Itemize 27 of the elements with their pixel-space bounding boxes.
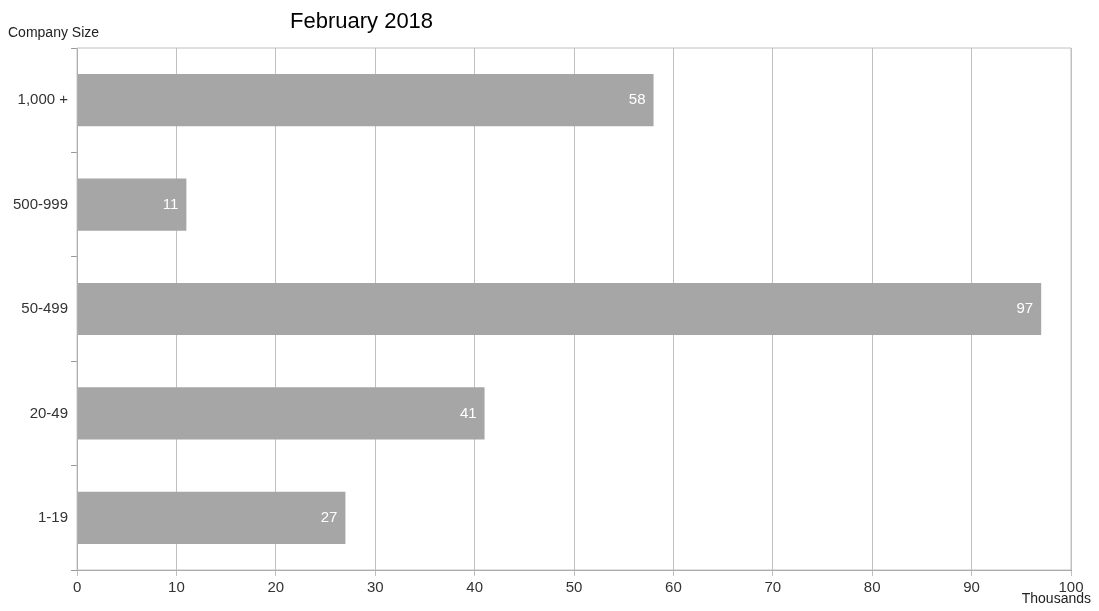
y-tick-label: 1-19 — [38, 507, 69, 525]
x-tick-label: 10 — [168, 578, 185, 596]
x-tick-label: 60 — [665, 578, 682, 596]
bar — [77, 387, 485, 440]
x-tick-label: 80 — [863, 578, 881, 596]
data-label: 41 — [459, 403, 477, 421]
x-tick-label: 40 — [466, 578, 483, 596]
bar — [77, 282, 1042, 336]
x-tick-label: 90 — [963, 578, 980, 596]
x-tick-label: 20 — [267, 578, 285, 596]
bar — [77, 491, 346, 544]
bar — [77, 178, 187, 231]
x-tick-label: 30 — [366, 578, 384, 596]
y-tick-label: 50-499 — [21, 299, 69, 317]
bar — [77, 74, 654, 127]
chart-title: February 2018 — [290, 8, 434, 34]
y-tick-label: 20-49 — [29, 403, 69, 421]
y-axis-title: Company Size — [8, 24, 100, 40]
data-label: 11 — [162, 194, 179, 212]
data-label: 58 — [628, 90, 646, 108]
x-tick-label: 70 — [764, 578, 782, 596]
y-tick-label: 1,000 + — [17, 90, 69, 108]
data-label: 27 — [320, 507, 338, 525]
data-label: 97 — [1016, 299, 1034, 317]
x-tick-label: 50 — [565, 578, 583, 596]
x-tick-label: 0 — [72, 578, 82, 596]
y-tick-label: 500-999 — [12, 194, 69, 212]
